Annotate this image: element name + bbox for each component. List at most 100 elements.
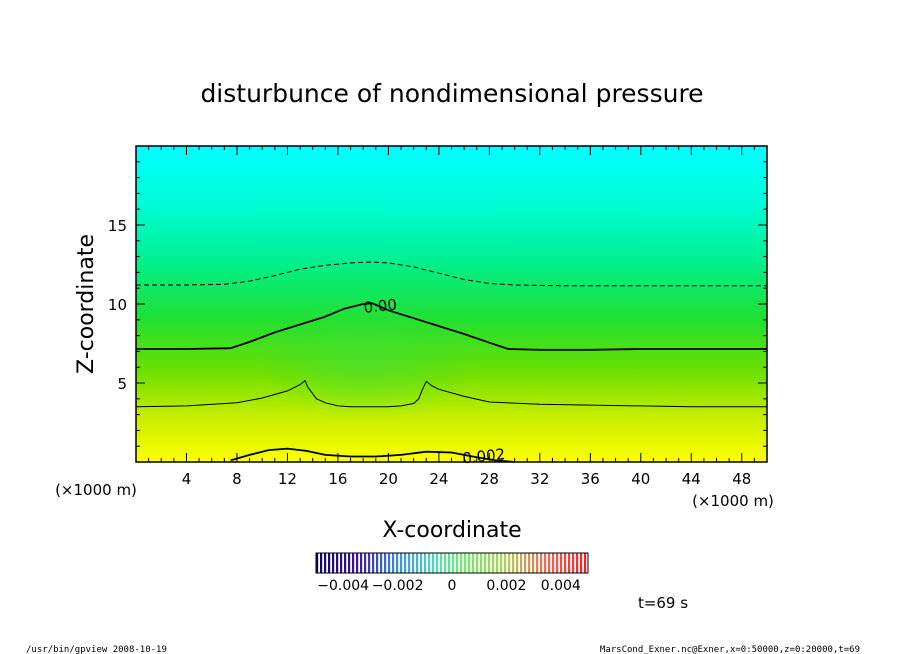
contour-label: 0.00 bbox=[363, 295, 398, 316]
colorbar-stripe bbox=[320, 553, 323, 573]
colorbar-stripe bbox=[424, 553, 427, 573]
colorbar-stripe bbox=[400, 553, 403, 573]
colorbar-stripe bbox=[556, 553, 559, 573]
colorbar-stripe bbox=[452, 553, 455, 573]
colorbar-stripe bbox=[328, 553, 331, 573]
x-tick-label: 16 bbox=[328, 470, 347, 488]
footer-right: MarsCond_Exner.nc@Exner,x=0:50000,z=0:20… bbox=[600, 645, 860, 654]
colorbar-stripe bbox=[464, 553, 467, 573]
colorbar-stripe bbox=[404, 553, 407, 573]
colorbar-stripe bbox=[544, 553, 547, 573]
x-tick-label: 12 bbox=[278, 470, 297, 488]
y-tick-label: 10 bbox=[108, 296, 127, 314]
colorbar-stripe bbox=[356, 553, 359, 573]
x-tick-label: 8 bbox=[232, 470, 242, 488]
colorbar-stripe bbox=[396, 553, 399, 573]
x-unit-left: (×1000 m) bbox=[55, 481, 137, 499]
y-ticks: 5 10 15 bbox=[108, 161, 767, 447]
colorbar-stripe bbox=[480, 553, 483, 573]
colorbar-stripe bbox=[416, 553, 419, 573]
colorbar-stripe bbox=[412, 553, 415, 573]
colorbar-stripe bbox=[372, 553, 375, 573]
colorbar-stripe bbox=[492, 553, 495, 573]
colorbar-stripe bbox=[540, 553, 543, 573]
x-tick-label: 4 bbox=[182, 470, 192, 488]
x-tick-label: 36 bbox=[581, 470, 600, 488]
colorbar-tick-label: −0.004 bbox=[317, 578, 369, 594]
x-unit-right: (×1000 m) bbox=[692, 492, 774, 510]
colorbar-stripe bbox=[468, 553, 471, 573]
colorbar-stripe bbox=[444, 553, 447, 573]
x-tick-label: 20 bbox=[379, 470, 398, 488]
contour-label: 0.002 bbox=[461, 445, 506, 467]
colorbar-stripe bbox=[552, 553, 555, 573]
x-ticks: 4 8 12 16 20 24 28 32 36 40 44 48 bbox=[148, 146, 755, 488]
colorbar-stripe bbox=[380, 553, 383, 573]
colorbar-stripe bbox=[392, 553, 395, 573]
colorbar-stripe bbox=[324, 553, 327, 573]
colorbar-stripe bbox=[524, 553, 527, 573]
colorbar-tick-label: −0.002 bbox=[372, 578, 424, 594]
colorbar-stripe bbox=[564, 553, 567, 573]
colorbar-stripe bbox=[436, 553, 439, 573]
colorbar-stripe bbox=[580, 553, 583, 573]
colorbar-stripe bbox=[456, 553, 459, 573]
colorbar-stripe bbox=[344, 553, 347, 573]
x-axis-label: X-coordinate bbox=[382, 518, 521, 543]
colorbar-ticks: −0.004 −0.002 0 0.002 0.004 bbox=[317, 578, 581, 594]
y-tick-label: 5 bbox=[117, 375, 127, 393]
contour-labels: 0.00 0.002 bbox=[363, 295, 506, 467]
colorbar-stripe bbox=[460, 553, 463, 573]
colorbar-stripe bbox=[440, 553, 443, 573]
colorbar-stripe bbox=[420, 553, 423, 573]
colorbar-stripe bbox=[348, 553, 351, 573]
colorbar-tick-label: 0.004 bbox=[541, 578, 581, 594]
footer-left: /usr/bin/gpview 2008-10-19 bbox=[26, 645, 167, 654]
colorbar-stripe bbox=[504, 553, 507, 573]
colorbar-stripe bbox=[500, 553, 503, 573]
colorbar-stripe bbox=[512, 553, 515, 573]
colorbar-tick-label: 0.002 bbox=[486, 578, 526, 594]
x-tick-label: 28 bbox=[480, 470, 499, 488]
x-tick-label: 24 bbox=[429, 470, 448, 488]
colorbar-stripe bbox=[516, 553, 519, 573]
colorbar-stripe bbox=[384, 553, 387, 573]
colorbar-stripe bbox=[340, 553, 343, 573]
colorbar-stripe bbox=[332, 553, 335, 573]
colorbar-stripe bbox=[316, 553, 319, 573]
colorbar-stripes bbox=[316, 553, 587, 573]
contour-line bbox=[230, 447, 515, 462]
colorbar-stripe bbox=[364, 553, 367, 573]
colorbar-stripe bbox=[536, 553, 539, 573]
colorbar-stripe bbox=[488, 553, 491, 573]
colorbar-stripe bbox=[568, 553, 571, 573]
colorbar-stripe bbox=[432, 553, 435, 573]
colorbar: −0.004 −0.002 0 0.002 0.004 bbox=[315, 552, 589, 594]
colorbar-stripe bbox=[448, 553, 451, 573]
contour-line bbox=[136, 261, 767, 287]
colorbar-stripe bbox=[484, 553, 487, 573]
colorbar-stripe bbox=[560, 553, 563, 573]
colorbar-stripe bbox=[408, 553, 411, 573]
pressure-field bbox=[136, 146, 767, 462]
contour-layer bbox=[136, 261, 767, 462]
x-tick-label: 44 bbox=[682, 470, 701, 488]
colorbar-tick-label: 0 bbox=[448, 578, 457, 594]
x-tick-label: 48 bbox=[732, 470, 751, 488]
colorbar-stripe bbox=[352, 553, 355, 573]
field-disturbance bbox=[255, 300, 475, 420]
colorbar-stripe bbox=[520, 553, 523, 573]
colorbar-stripe bbox=[360, 553, 363, 573]
colorbar-stripe bbox=[428, 553, 431, 573]
colorbar-frame bbox=[315, 552, 589, 574]
chart-title: disturbunce of nondimensional pressure bbox=[200, 79, 703, 108]
colorbar-stripe bbox=[532, 553, 535, 573]
colorbar-stripe bbox=[584, 553, 587, 573]
colorbar-stripe bbox=[476, 553, 479, 573]
colorbar-stripe bbox=[472, 553, 475, 573]
time-label: t=69 s bbox=[638, 594, 688, 612]
x-tick-label: 32 bbox=[530, 470, 549, 488]
colorbar-stripe bbox=[528, 553, 531, 573]
